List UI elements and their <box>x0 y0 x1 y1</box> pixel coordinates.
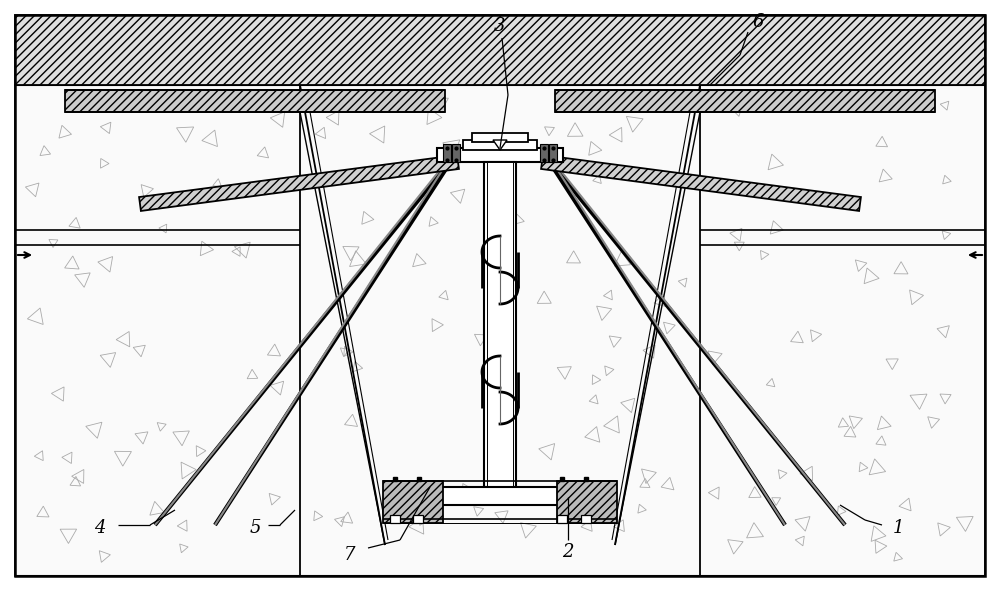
Bar <box>383 481 443 523</box>
Bar <box>484 162 516 487</box>
Polygon shape <box>15 85 300 576</box>
Bar <box>557 515 567 523</box>
Bar <box>437 487 563 505</box>
Bar <box>581 515 591 523</box>
Polygon shape <box>15 85 985 576</box>
Text: 6: 6 <box>752 13 764 31</box>
Polygon shape <box>493 140 507 150</box>
Bar <box>437 148 563 162</box>
Polygon shape <box>700 85 985 576</box>
Bar <box>65 90 445 112</box>
Bar <box>557 481 617 523</box>
Bar <box>540 144 548 162</box>
Polygon shape <box>139 155 459 211</box>
Bar <box>472 133 528 142</box>
Bar <box>413 515 423 523</box>
Text: 7: 7 <box>344 546 356 564</box>
Bar <box>549 144 557 162</box>
Bar <box>390 515 400 523</box>
Text: 4: 4 <box>94 519 106 537</box>
Text: 5: 5 <box>249 519 261 537</box>
Bar <box>463 140 537 150</box>
Bar <box>555 90 935 112</box>
Polygon shape <box>300 85 700 545</box>
Bar <box>440 487 560 505</box>
Text: 1: 1 <box>892 519 904 537</box>
Text: 3: 3 <box>494 17 506 35</box>
Bar <box>487 162 513 487</box>
Bar <box>452 144 460 162</box>
Polygon shape <box>541 155 861 211</box>
Bar <box>443 144 451 162</box>
Polygon shape <box>15 15 985 85</box>
Text: 2: 2 <box>562 543 574 561</box>
